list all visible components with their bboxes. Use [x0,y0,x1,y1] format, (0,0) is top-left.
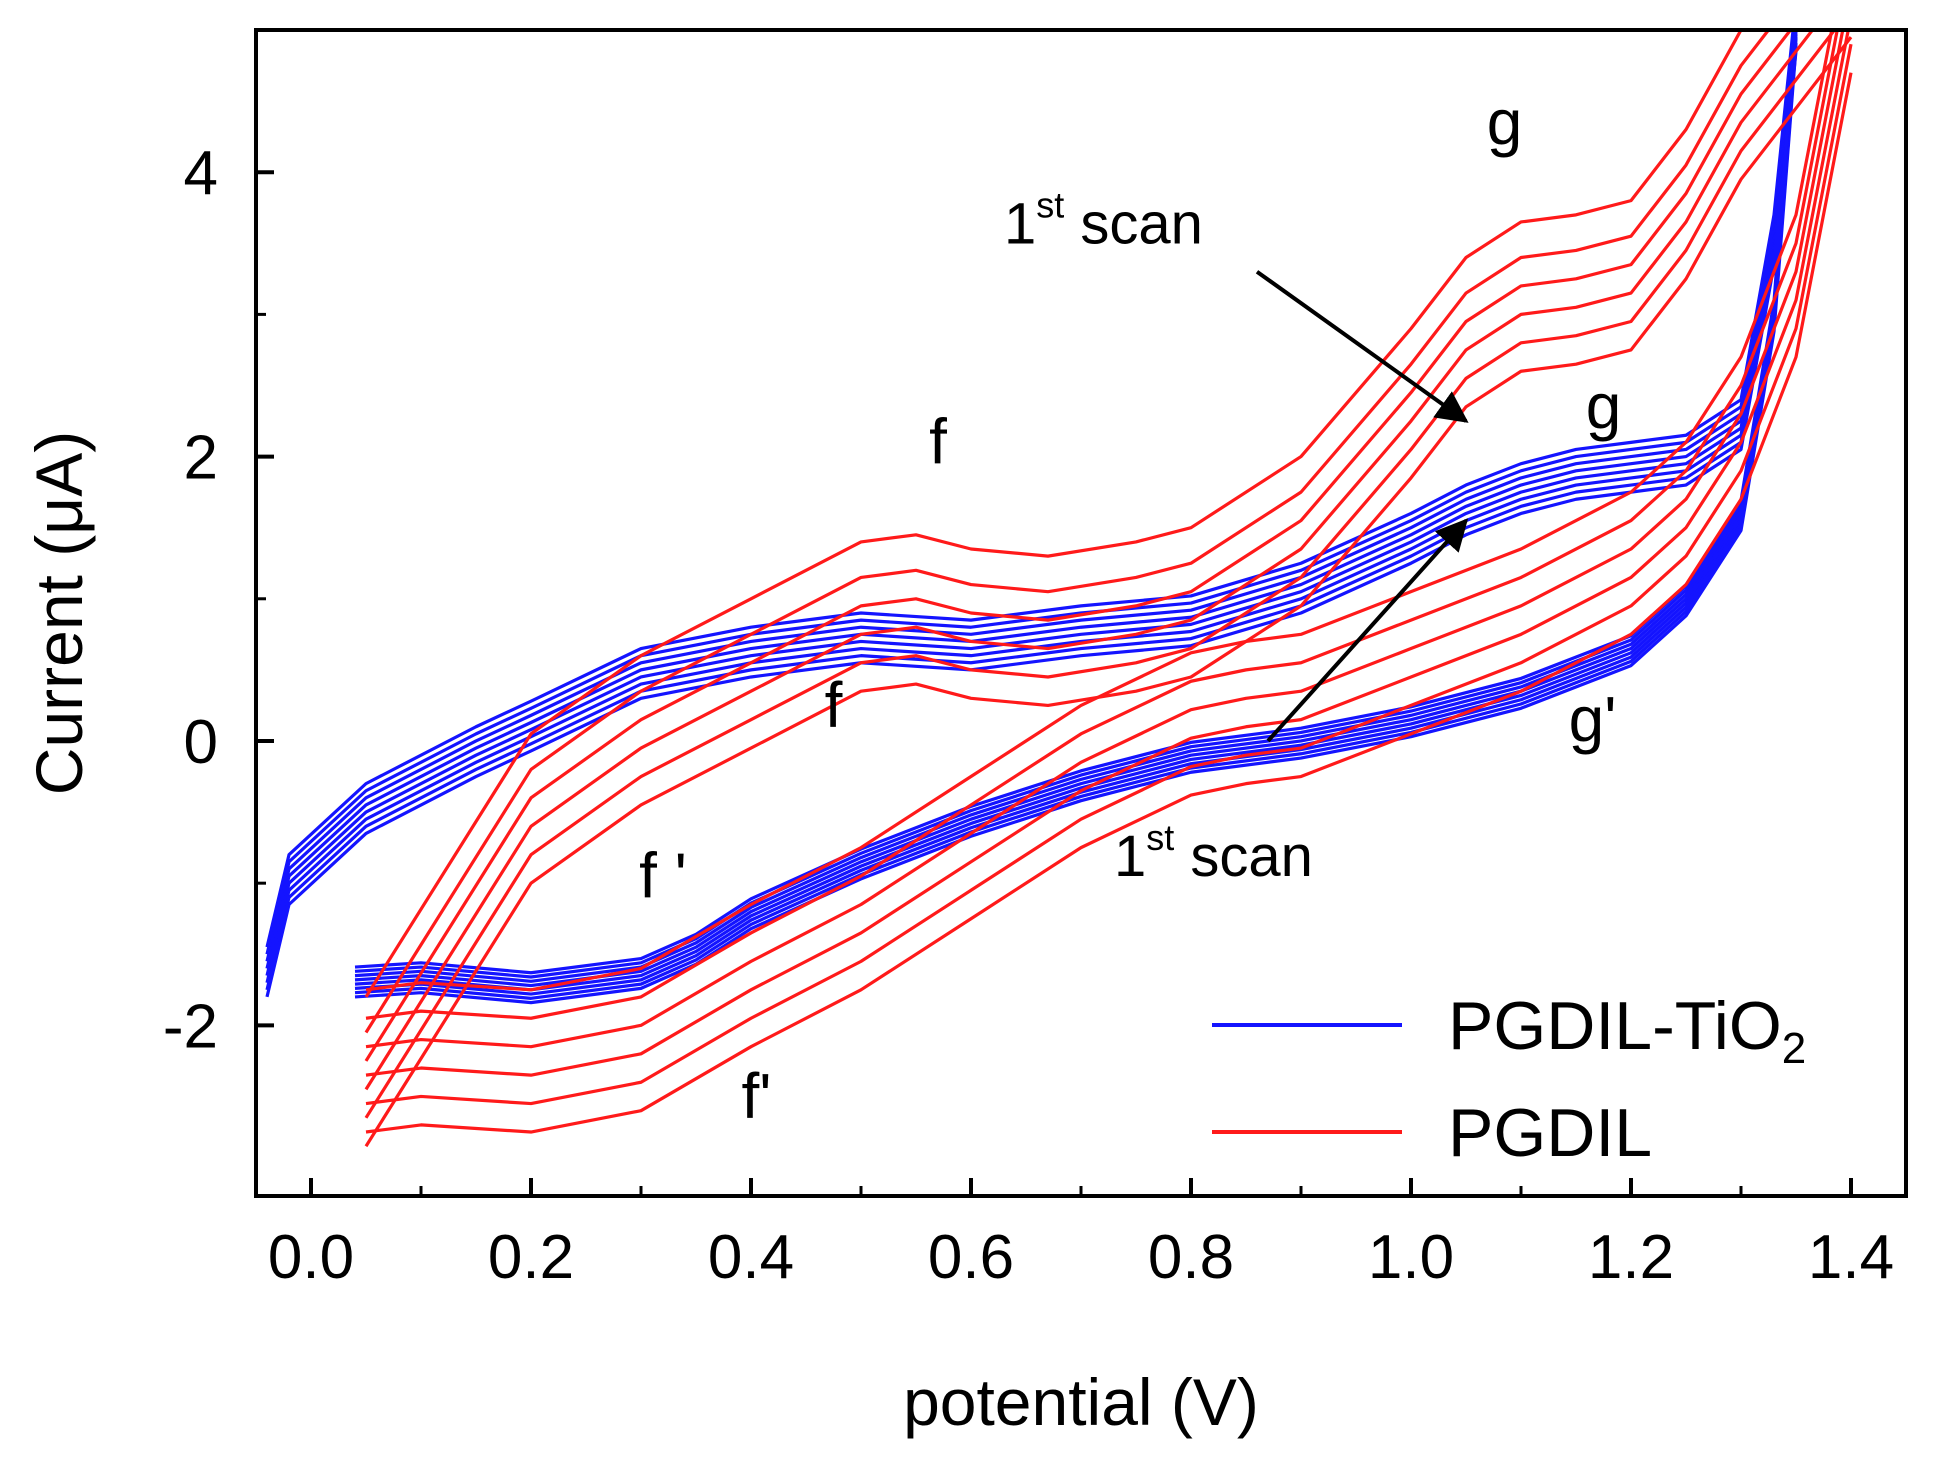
series-0-cycle-5-forward [265,36,1798,984]
x-tick-label-6: 1.2 [1588,1223,1674,1292]
first-scan-number: 1 [1114,824,1146,889]
peak-label-2: f [929,406,947,478]
series-0-cycle-6-forward [265,44,1798,991]
series-1-cycle-5-forward [364,30,1744,998]
series-0-cycle-7-reverse [354,30,1797,975]
y-axis-title: Current (μA) [22,431,96,795]
series-0-cycle-6-reverse [354,30,1797,979]
series-0-cycle-1-reverse [354,42,1798,1000]
x-axis-title: potential (V) [903,1365,1259,1439]
peak-label-1: g [1586,370,1622,442]
series-0-cycle-3-reverse [354,34,1798,992]
first-scan-label-0: 1st scan [1004,184,1203,256]
x-tick-label-2: 0.4 [708,1223,794,1292]
first-scan-number: 1 [1004,191,1036,256]
x-tick-label-7: 1.4 [1808,1223,1894,1292]
peak-label-3: f [825,669,843,741]
legend-label-main: PGDIL [1448,1095,1652,1171]
x-tick-label-1: 0.2 [488,1223,574,1292]
series-1-cycle-1-reverse [365,30,1839,1020]
series-layer [265,30,1853,1148]
x-tick-label-4: 0.8 [1148,1223,1234,1292]
series-1-cycle-4-reverse [365,43,1853,1106]
legend-label-1: PGDIL [1448,1095,1652,1171]
series-0-cycle-4-forward [265,30,1798,976]
legend: PGDIL-TiO2 PGDIL [1212,988,1806,1171]
series-0-cycle-0-forward [265,30,1795,948]
series-1-cycle-0-reverse [365,30,1834,992]
series-0-cycle-0-reverse [354,46,1798,1005]
y-tick-label-1: 0 [184,708,218,777]
y-tick-label-0: -2 [163,992,218,1061]
tick-layer: 0.0 0.2 0.4 0.6 0.8 1.0 1.2 1.4 -2 0 2 4 [163,139,1894,1292]
legend-label-subscript: 2 [1782,1024,1806,1073]
first-scan-superscript: st [1146,817,1174,858]
series-1-cycle-5-reverse [365,72,1853,1134]
y-tick-label-2: 2 [184,424,218,493]
first-scan-word: scan [1174,824,1313,889]
x-tick-label-3: 0.6 [928,1223,1014,1292]
first-scan-word: scan [1064,191,1203,256]
series-0-cycle-2-reverse [354,38,1798,996]
series-1-cycle-1-forward [364,30,1837,1119]
series-0-cycle-5-reverse [354,30,1798,983]
series-1-cycle-2-forward [364,30,1815,1091]
series-1-cycle-2-reverse [365,30,1845,1049]
series-1-cycle-3-forward [364,30,1793,1062]
first-scan-superscript: st [1036,184,1064,225]
peak-label-0: g [1487,86,1523,158]
peak-label-5: f' [742,1060,772,1132]
series-0-cycle-4-reverse [354,30,1798,988]
legend-label-main: PGDIL-TiO [1448,988,1782,1064]
series-1-group [364,30,1853,1148]
series-0-cycle-1-forward [265,30,1796,955]
series-0-cycle-2-forward [265,30,1797,962]
x-tick-label-5: 1.0 [1368,1223,1454,1292]
y-tick-label-3: 4 [184,139,218,208]
series-0-group [265,30,1798,1005]
series-1-cycle-4-forward [364,30,1771,1034]
first-scan-arrow-1 [1266,518,1469,743]
series-1-cycle-3-reverse [365,30,1850,1077]
peak-label-6: g' [1569,683,1617,755]
first-scan-label-1: 1st scan [1114,817,1313,889]
first-scan-arrow-0 [1255,270,1469,423]
legend-label-0: PGDIL-TiO2 [1448,988,1806,1073]
peak-label-4: f ' [639,839,687,911]
x-tick-label-0: 0.0 [268,1223,354,1292]
